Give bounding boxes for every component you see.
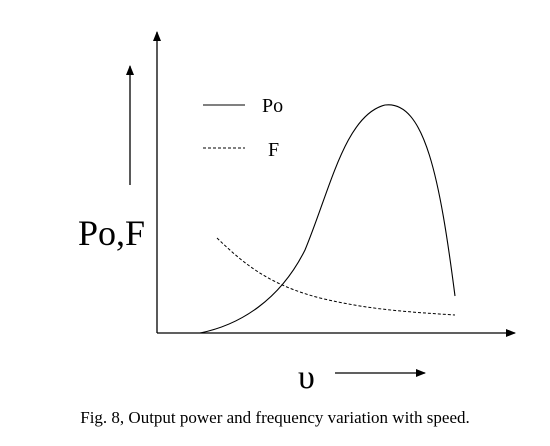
legend-label: F xyxy=(268,139,279,161)
legend-label: Po xyxy=(262,95,283,117)
y-axis-label: Po,F xyxy=(78,213,145,253)
caption: Fig. 8, Output power and frequency varia… xyxy=(80,408,470,427)
x-axis-label: υ xyxy=(298,359,315,396)
f-curve xyxy=(216,237,456,316)
po-curve xyxy=(199,104,456,334)
